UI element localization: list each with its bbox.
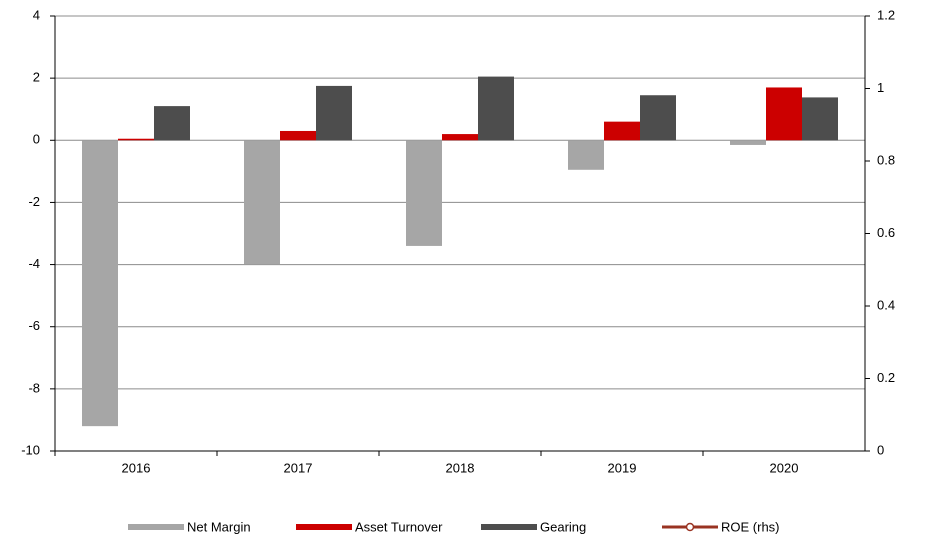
y-tick-label: -8 — [28, 380, 40, 395]
bar — [478, 76, 514, 141]
bar — [316, 85, 352, 141]
x-tick-label: 2019 — [608, 460, 637, 475]
y2-tick-label: 0.6 — [877, 225, 895, 240]
legend-swatch — [296, 524, 352, 530]
y-tick-label: -2 — [28, 194, 40, 209]
legend-label: Net Margin — [187, 519, 251, 534]
bar — [244, 140, 280, 265]
legend-label: ROE (rhs) — [721, 519, 780, 534]
x-tick-label: 2020 — [770, 460, 799, 475]
bar — [280, 130, 316, 141]
legend-swatch — [128, 524, 184, 530]
bar — [604, 121, 640, 141]
x-tick-label: 2016 — [122, 460, 151, 475]
y-tick-label: -4 — [28, 256, 40, 271]
bar — [406, 140, 442, 246]
y2-tick-label: 0 — [877, 442, 884, 457]
y2-tick-label: 1.2 — [877, 7, 895, 22]
y2-tick-label: 0.8 — [877, 152, 895, 167]
y2-tick-label: 0.4 — [877, 297, 895, 312]
x-tick-label: 2017 — [284, 460, 313, 475]
bar — [442, 134, 478, 141]
bar — [568, 140, 604, 170]
bar — [82, 140, 118, 427]
y2-tick-label: 1 — [877, 80, 884, 95]
y-tick-label: 0 — [33, 132, 40, 147]
bar — [154, 106, 190, 141]
bar — [118, 138, 154, 141]
bar — [640, 95, 676, 141]
y-tick-label: 2 — [33, 70, 40, 85]
bar — [730, 140, 766, 145]
x-tick-label: 2018 — [446, 460, 475, 475]
bar — [802, 97, 838, 141]
legend-swatch — [481, 524, 537, 530]
y-tick-label: -6 — [28, 318, 40, 333]
y-tick-label: 4 — [33, 7, 40, 22]
y2-tick-label: 0.2 — [877, 370, 895, 385]
legend-label: Asset Turnover — [355, 519, 443, 534]
legend-marker — [685, 522, 695, 532]
legend-label: Gearing — [540, 519, 586, 534]
y-tick-label: -10 — [21, 442, 40, 457]
bar — [766, 87, 802, 141]
